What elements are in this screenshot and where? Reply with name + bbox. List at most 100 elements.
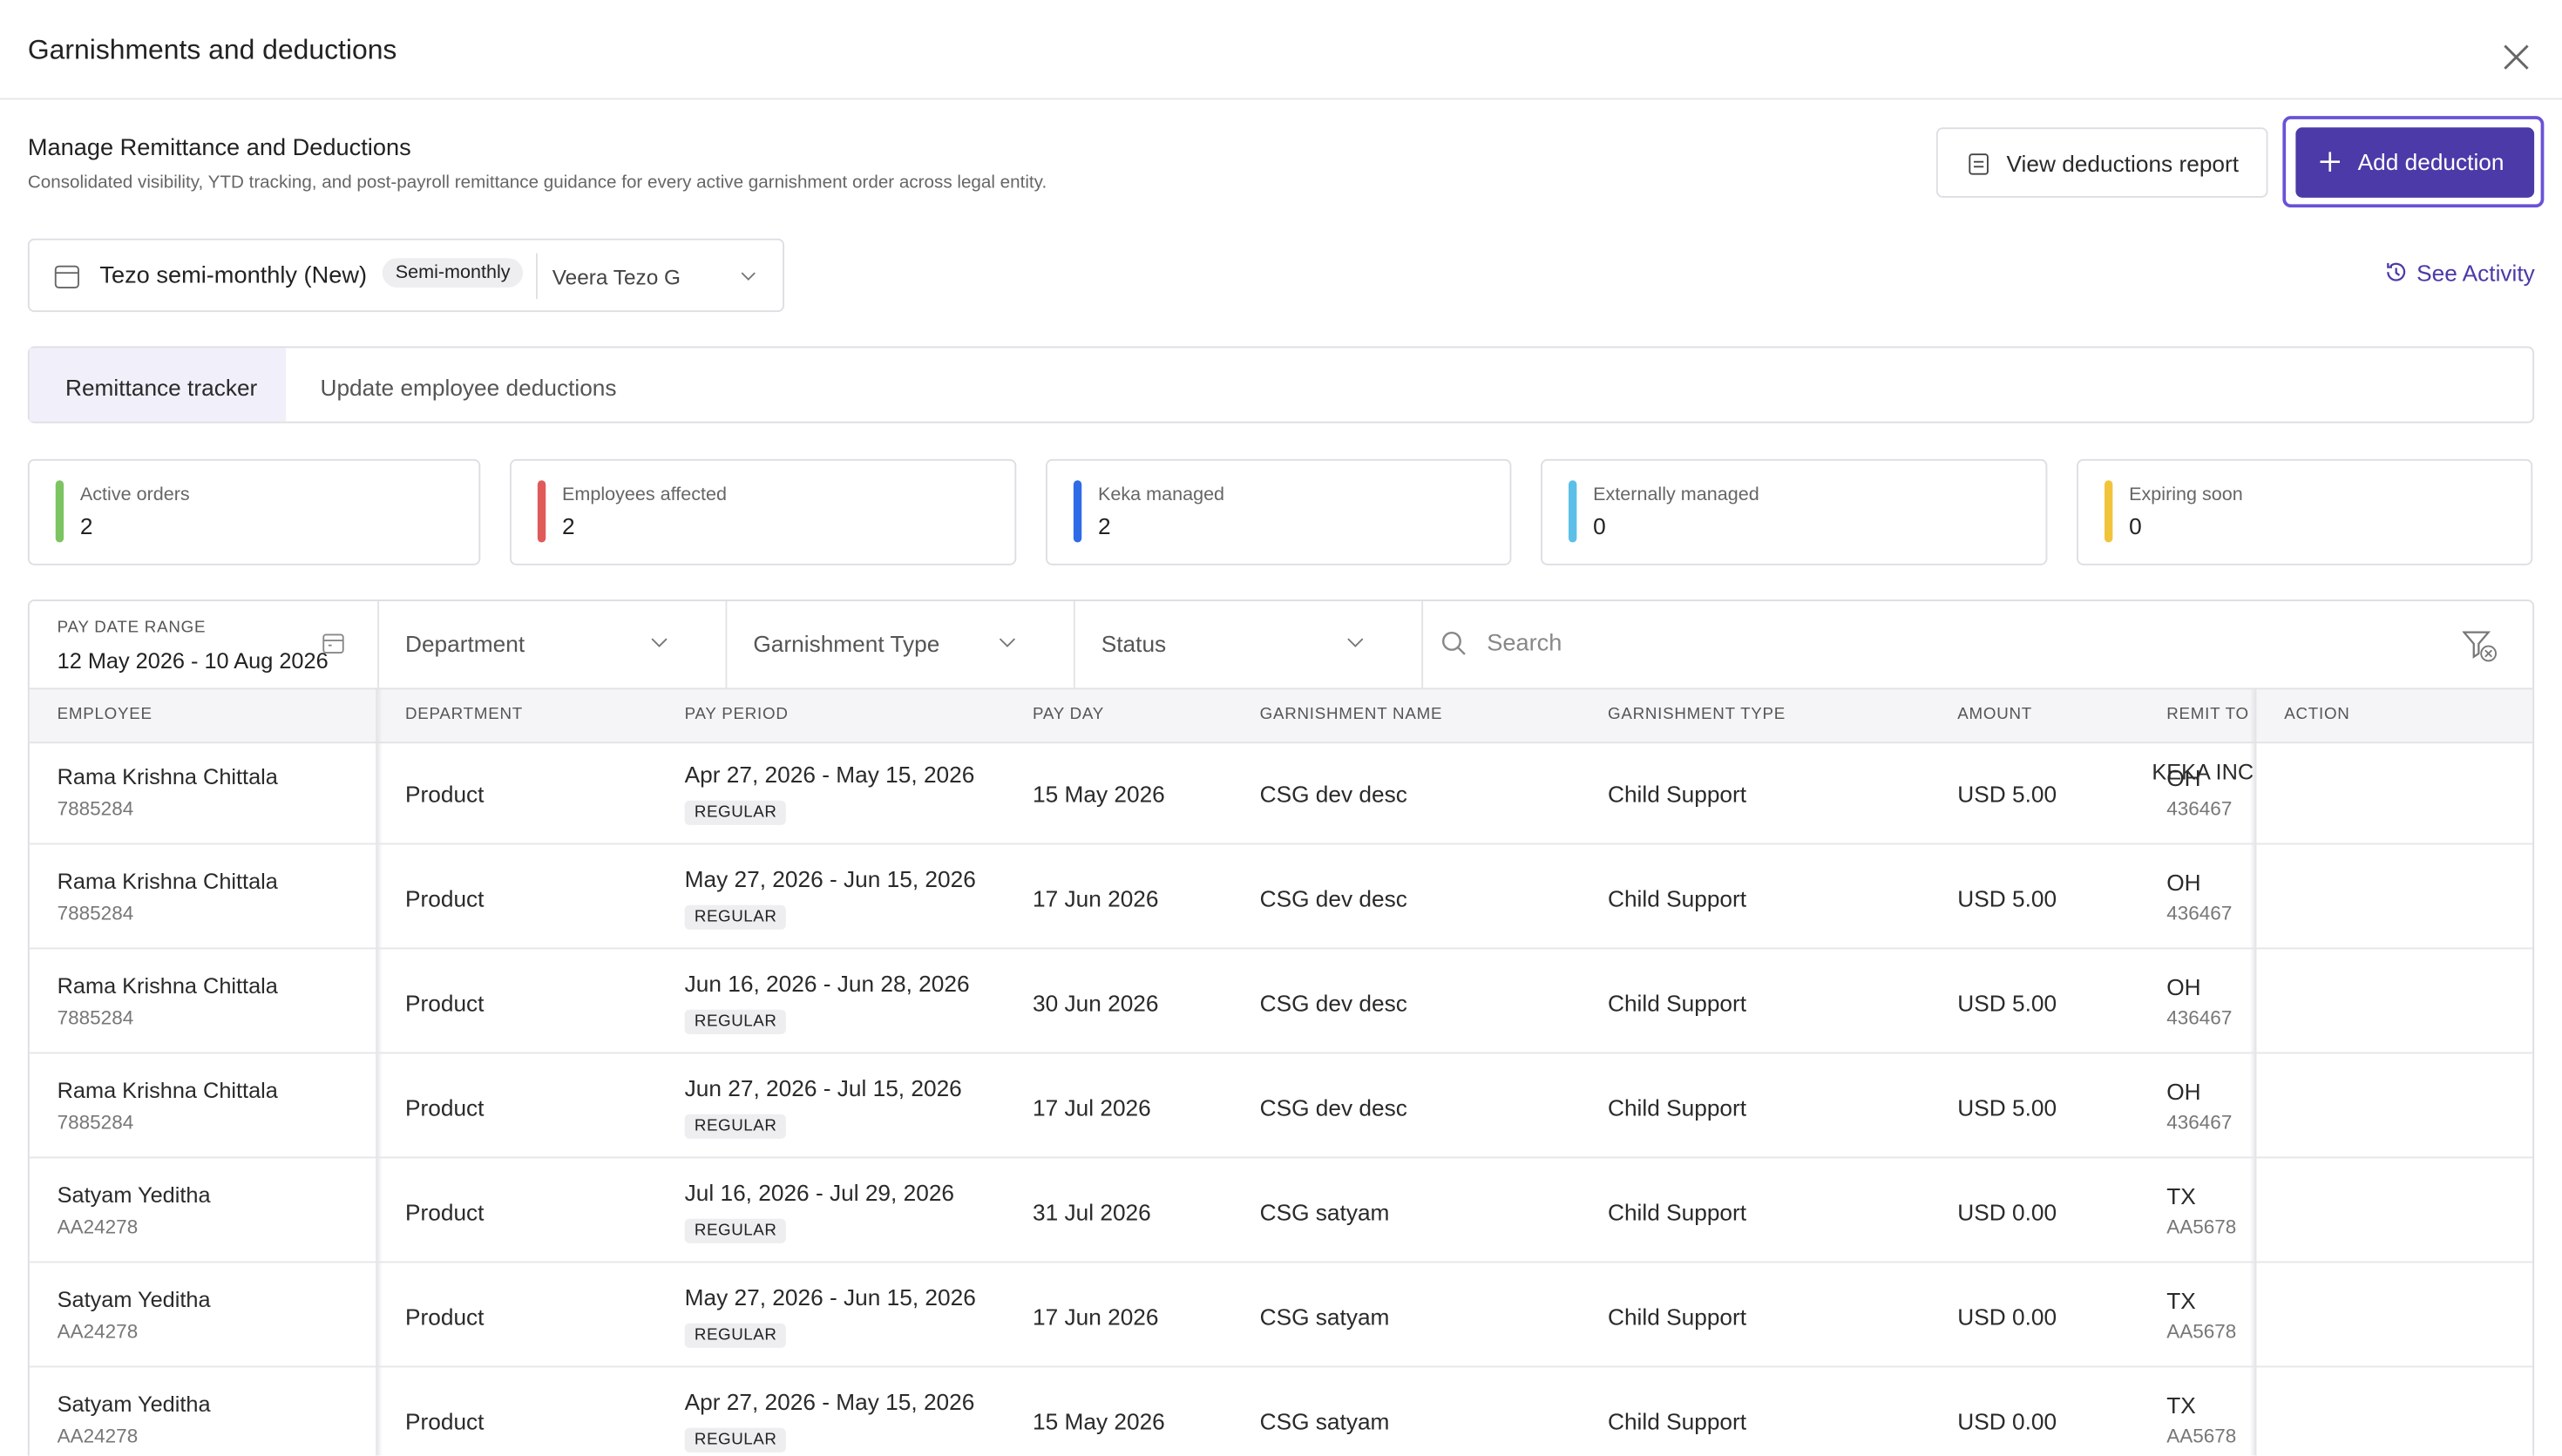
employee-name[interactable]: Satyam Yeditha xyxy=(57,1182,211,1208)
pay-day: 31 Jul 2026 xyxy=(1033,1199,1151,1226)
employee-id: 7885284 xyxy=(57,797,134,821)
remit-id: 436467 xyxy=(2166,902,2233,925)
tab-active[interactable] xyxy=(29,348,287,422)
department: Product xyxy=(405,1304,485,1331)
column-header: PAY DAY xyxy=(1033,706,1105,724)
clear-filter-icon[interactable] xyxy=(2462,629,2498,665)
employee-name[interactable]: Satyam Yeditha xyxy=(57,1392,211,1417)
tab-bar: Remittance tracker Update employee deduc… xyxy=(27,346,2535,423)
filter-divider xyxy=(1073,601,1075,688)
payroll-name: Tezo semi-monthly (New) xyxy=(99,262,368,289)
employee-id: AA24278 xyxy=(57,1425,139,1448)
remit-id: 436467 xyxy=(2166,797,2233,821)
garnishment-type: Child Support xyxy=(1608,885,1747,912)
tab-label[interactable]: Remittance tracker xyxy=(65,374,258,401)
pay-period: Jun 27, 2026 - Jul 15, 2026 xyxy=(684,1074,962,1101)
pay-period: Apr 27, 2026 - May 15, 2026 xyxy=(684,761,975,788)
stat-card xyxy=(2077,458,2533,565)
plus-icon xyxy=(2320,152,2340,172)
see-activity-link[interactable]: See Activity xyxy=(2416,260,2535,287)
stat-accent xyxy=(537,480,546,543)
close-icon[interactable] xyxy=(2502,43,2532,72)
search-input[interactable]: Search xyxy=(1487,630,1562,657)
add-deduction-button[interactable]: Add deduction xyxy=(2295,127,2535,198)
period-badge: REGULAR xyxy=(684,1218,787,1243)
sticky-shadow xyxy=(376,687,383,1456)
employee-id: AA24278 xyxy=(57,1216,139,1239)
row-divider xyxy=(29,843,2533,845)
stat-card xyxy=(1541,458,2048,565)
row-divider xyxy=(29,947,2533,950)
section-subtitle: Consolidated visibility, YTD tracking, a… xyxy=(27,173,1047,193)
pay-day: 15 May 2026 xyxy=(1033,1408,1165,1435)
employee-name[interactable]: Rama Krishna Chittala xyxy=(57,869,278,894)
filter-divider xyxy=(1421,601,1424,688)
stat-value: 0 xyxy=(1593,512,1606,539)
filter-label: PAY DATE RANGE xyxy=(57,619,207,638)
pay-day: 17 Jun 2026 xyxy=(1033,885,1159,912)
remit-id: AA5678 xyxy=(2166,1320,2237,1344)
employee-name[interactable]: Satyam Yeditha xyxy=(57,1287,211,1312)
stat-accent xyxy=(55,480,64,543)
pay-period: Apr 27, 2026 - May 15, 2026 xyxy=(684,1388,975,1415)
remit-to: OH xyxy=(2166,764,2201,791)
stat-accent xyxy=(2104,480,2113,543)
column-header: PAY PERIOD xyxy=(684,706,789,724)
remit-to: OH xyxy=(2166,869,2201,896)
pay-day: 15 May 2026 xyxy=(1033,781,1165,808)
garnishment-type: Child Support xyxy=(1608,1408,1747,1435)
chevron xyxy=(1347,638,1364,647)
filter-dropdown[interactable]: Department xyxy=(405,630,525,657)
period-badge: REGULAR xyxy=(684,1114,787,1139)
amount: USD 5.00 xyxy=(1957,781,2057,808)
remit-id: 436467 xyxy=(2166,1111,2233,1134)
stat-value: 2 xyxy=(79,512,93,539)
pay-period: May 27, 2026 - Jun 15, 2026 xyxy=(684,865,976,892)
employee-id: 7885284 xyxy=(57,1111,134,1134)
pay-period: May 27, 2026 - Jun 15, 2026 xyxy=(684,1283,976,1310)
employee-name[interactable]: Rama Krishna Chittala xyxy=(57,764,278,789)
stat-value: 2 xyxy=(1098,512,1111,539)
column-header: AMOUNT xyxy=(1957,706,2033,724)
employee-name[interactable]: Rama Krishna Chittala xyxy=(57,1078,278,1103)
stat-accent xyxy=(1073,480,1082,543)
column-header: ACTION xyxy=(2284,706,2350,724)
stat-label: Active orders xyxy=(79,484,190,505)
garnishment-name: CSG satyam xyxy=(1259,1408,1390,1435)
row-divider xyxy=(29,1365,2533,1368)
amount: USD 5.00 xyxy=(1957,1094,2057,1121)
calendar-icon xyxy=(322,633,344,654)
remit-id: 436467 xyxy=(2166,1006,2233,1030)
amount: USD 0.00 xyxy=(1957,1304,2057,1331)
tab-label[interactable]: Update employee deductions xyxy=(320,374,617,401)
remit-to: TX xyxy=(2166,1287,2196,1314)
column-header: GARNISHMENT TYPE xyxy=(1608,706,1786,724)
button-label: Add deduction xyxy=(2357,148,2504,175)
stat-label: Keka managed xyxy=(1098,484,1225,505)
remit-to: TX xyxy=(2166,1392,2196,1419)
entity-name: Veera Tezo G xyxy=(552,264,681,289)
pay-period: Jul 16, 2026 - Jul 29, 2026 xyxy=(684,1179,955,1206)
pay-day: 17 Jun 2026 xyxy=(1033,1304,1159,1331)
chevron xyxy=(741,272,756,281)
filter-dropdown[interactable]: Status xyxy=(1101,630,1167,657)
pay-period: Jun 16, 2026 - Jun 28, 2026 xyxy=(684,970,970,997)
date-range[interactable]: 12 May 2026 - 10 Aug 2026 xyxy=(57,648,329,674)
calendar-icon xyxy=(54,265,79,288)
column-header: EMPLOYEE xyxy=(57,706,152,724)
amount: USD 5.00 xyxy=(1957,885,2057,912)
view-report-button[interactable]: View deductions report xyxy=(1935,127,2268,198)
chevron xyxy=(651,638,668,647)
garnishment-name: CSG dev desc xyxy=(1259,1094,1407,1121)
frequency-badge: Semi-monthly xyxy=(382,258,524,288)
chevron xyxy=(999,638,1016,647)
garnishment-type: Child Support xyxy=(1608,1094,1747,1121)
filter-dropdown[interactable]: Garnishment Type xyxy=(753,630,940,657)
employee-name[interactable]: Rama Krishna Chittala xyxy=(57,973,278,999)
page-title: Garnishments and deductions xyxy=(27,34,397,65)
filter-divider xyxy=(725,601,728,688)
column-header: DEPARTMENT xyxy=(405,706,523,724)
payroll-selector[interactable]: Tezo semi-monthly (New) Semi-monthly Vee… xyxy=(27,238,784,313)
garnishment-name: CSG satyam xyxy=(1259,1304,1390,1331)
employee-id: 7885284 xyxy=(57,902,134,925)
